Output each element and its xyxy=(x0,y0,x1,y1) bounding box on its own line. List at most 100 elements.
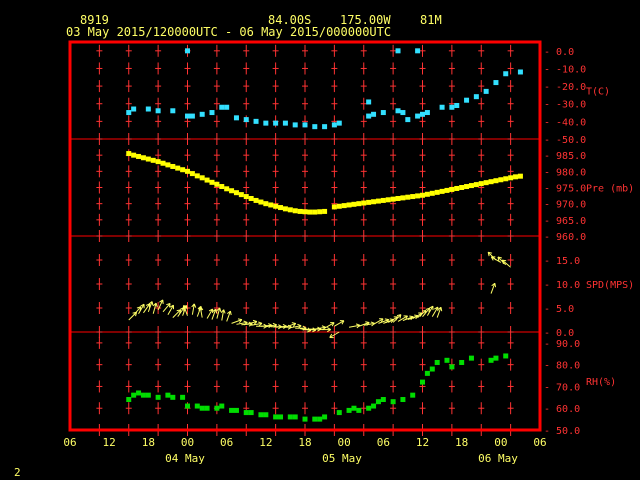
wind-arrow xyxy=(182,304,188,316)
arrow-shaft xyxy=(373,318,384,325)
wind-arrow xyxy=(412,312,423,319)
data-point xyxy=(258,412,264,418)
data-point xyxy=(253,197,259,203)
data-point xyxy=(136,390,142,396)
arrow-head xyxy=(151,301,154,306)
y-tick-label: - 80.0 xyxy=(544,361,580,372)
data-point xyxy=(263,412,269,418)
data-point xyxy=(219,403,225,409)
data-point xyxy=(488,179,494,185)
grid-crosses xyxy=(96,336,514,436)
x-tick-label: 12 xyxy=(103,436,116,449)
data-point xyxy=(155,159,161,165)
data-point xyxy=(336,203,342,209)
data-point xyxy=(503,353,509,359)
data-point xyxy=(415,193,421,199)
data-point xyxy=(180,167,186,173)
arrow-head xyxy=(302,325,307,329)
data-point xyxy=(199,111,205,117)
arrow-head xyxy=(220,309,225,313)
station-id: 8919 xyxy=(80,13,109,27)
data-point xyxy=(219,104,225,110)
arrow-shaft xyxy=(431,306,439,317)
data-point xyxy=(155,394,161,400)
data-point xyxy=(273,203,279,209)
data-point xyxy=(380,197,386,203)
arrow-head xyxy=(487,252,490,257)
wind-arrow xyxy=(162,302,171,313)
arrow-shaft xyxy=(191,303,195,315)
data-point xyxy=(468,183,474,189)
arrow-shaft xyxy=(392,314,402,323)
arrow-shaft xyxy=(402,316,414,321)
y-tick-label: - 965.0 xyxy=(544,216,586,227)
arrow-shaft xyxy=(211,309,217,320)
arrow-head xyxy=(193,303,197,308)
y-tick-label: - 60.0 xyxy=(544,404,580,415)
data-point xyxy=(145,156,151,162)
x-tick-label: 06 xyxy=(533,436,546,449)
arrow-head xyxy=(428,308,431,313)
arrow-head xyxy=(390,319,395,324)
arrow-shaft xyxy=(138,303,145,315)
data-point xyxy=(302,122,308,128)
data-point xyxy=(464,184,470,190)
wind-arrow xyxy=(251,321,263,327)
data-point xyxy=(253,118,259,124)
arrow-head xyxy=(502,259,507,262)
arrow-head xyxy=(219,307,222,312)
arrow-shaft xyxy=(314,326,326,330)
data-point xyxy=(420,192,425,198)
arrow-head xyxy=(268,323,273,326)
arrow-head xyxy=(227,310,231,315)
panel-label: SPD(MPS) xyxy=(586,280,634,291)
wind-arrow xyxy=(324,322,335,329)
arrow-head xyxy=(370,321,375,324)
panel-pre-mb: - 985.0 - 980.0 - 975.0 - 970.0 - 965.0 - 960… xyxy=(70,149,634,243)
arrow-head xyxy=(215,309,217,314)
arrow-shaft xyxy=(152,303,157,314)
x-tick-label: 00 xyxy=(181,436,194,449)
data-point xyxy=(170,108,176,114)
data-point xyxy=(400,110,406,116)
arrow-head xyxy=(237,318,242,321)
data-point xyxy=(322,124,328,130)
arrow-head xyxy=(437,306,442,311)
arrow-shaft xyxy=(251,322,263,326)
data-point xyxy=(341,203,347,209)
data-point xyxy=(498,177,504,183)
panel-spd-mps: - 15.0 - 10.0 - 5.0 - 0.0 SPD(MPS) xyxy=(70,251,634,339)
x-tick-label: 18 xyxy=(298,436,311,449)
wind-arrow xyxy=(206,308,214,319)
data-point xyxy=(371,199,377,205)
arrow-head xyxy=(434,306,439,310)
page-number: 2 xyxy=(14,466,21,479)
x-tick-label: 12 xyxy=(259,436,272,449)
wind-arrow xyxy=(431,306,439,317)
arrow-head xyxy=(490,256,494,261)
y-tick-label: - -40.0 xyxy=(544,117,586,128)
data-point xyxy=(126,397,132,403)
data-point xyxy=(380,110,386,116)
arrow-shaft xyxy=(412,312,423,319)
time-range: 03 May 2015/120000UTC - 06 May 2015/0000… xyxy=(66,25,392,39)
data-point xyxy=(248,195,254,201)
data-point xyxy=(302,209,308,215)
arrow-shaft xyxy=(143,303,151,314)
data-point xyxy=(385,197,391,203)
arrow-shaft xyxy=(172,309,181,318)
arrow-shaft xyxy=(226,310,231,322)
arrow-shaft xyxy=(206,308,214,319)
y-tick-label: - 980.0 xyxy=(544,167,586,178)
data-point xyxy=(331,204,337,210)
y-tick-label: - -50.0 xyxy=(544,135,586,146)
data-point xyxy=(140,155,146,161)
data-point xyxy=(131,106,137,112)
data-point xyxy=(170,163,176,169)
wind-arrow xyxy=(426,305,434,316)
data-point xyxy=(508,175,514,181)
data-point xyxy=(145,106,151,112)
arrow-head xyxy=(488,251,493,254)
data-point xyxy=(140,392,146,398)
